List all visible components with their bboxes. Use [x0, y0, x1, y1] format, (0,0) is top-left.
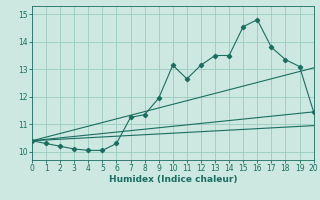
X-axis label: Humidex (Indice chaleur): Humidex (Indice chaleur)	[108, 175, 237, 184]
